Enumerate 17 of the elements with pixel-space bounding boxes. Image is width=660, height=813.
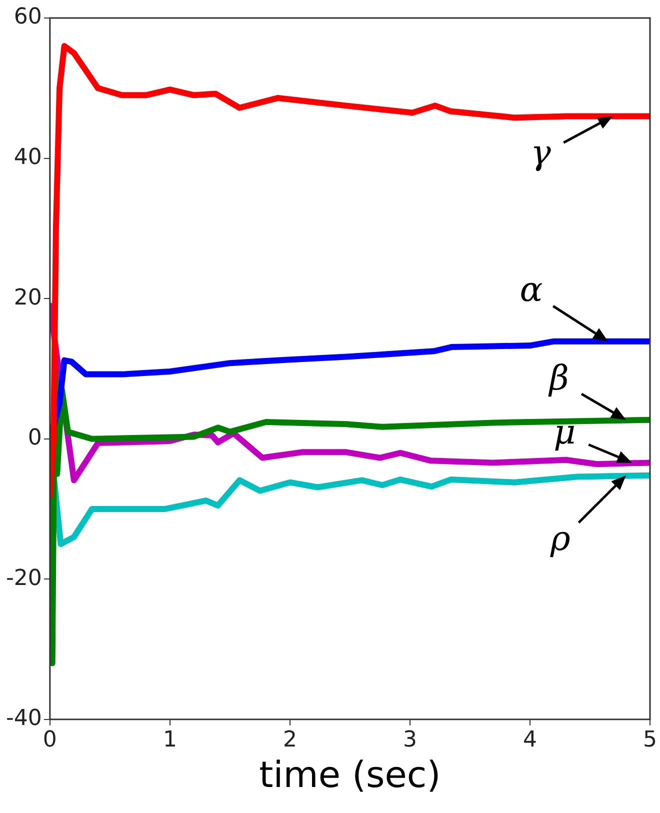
y-tick-label: 0: [28, 426, 42, 451]
annotation: α: [520, 270, 543, 310]
annotation: β: [547, 358, 569, 399]
x-tick-label: 4: [522, 727, 537, 752]
y-tick-label: 20: [14, 285, 42, 310]
y-tick-label: -20: [6, 566, 42, 591]
x-tick-label: 1: [162, 727, 177, 752]
y-tick-label: -40: [6, 706, 42, 732]
annotation: ρ: [549, 518, 570, 559]
annotation: γ: [530, 132, 552, 173]
y-tick-label: 40: [14, 145, 42, 170]
x-axis-title: time (sec): [259, 754, 441, 796]
y-tick-label: 60: [14, 4, 42, 30]
x-tick-label: 2: [282, 727, 297, 752]
x-tick-label: 5: [643, 727, 657, 752]
annotation: μ: [554, 412, 576, 452]
x-tick-label: 3: [402, 727, 417, 752]
